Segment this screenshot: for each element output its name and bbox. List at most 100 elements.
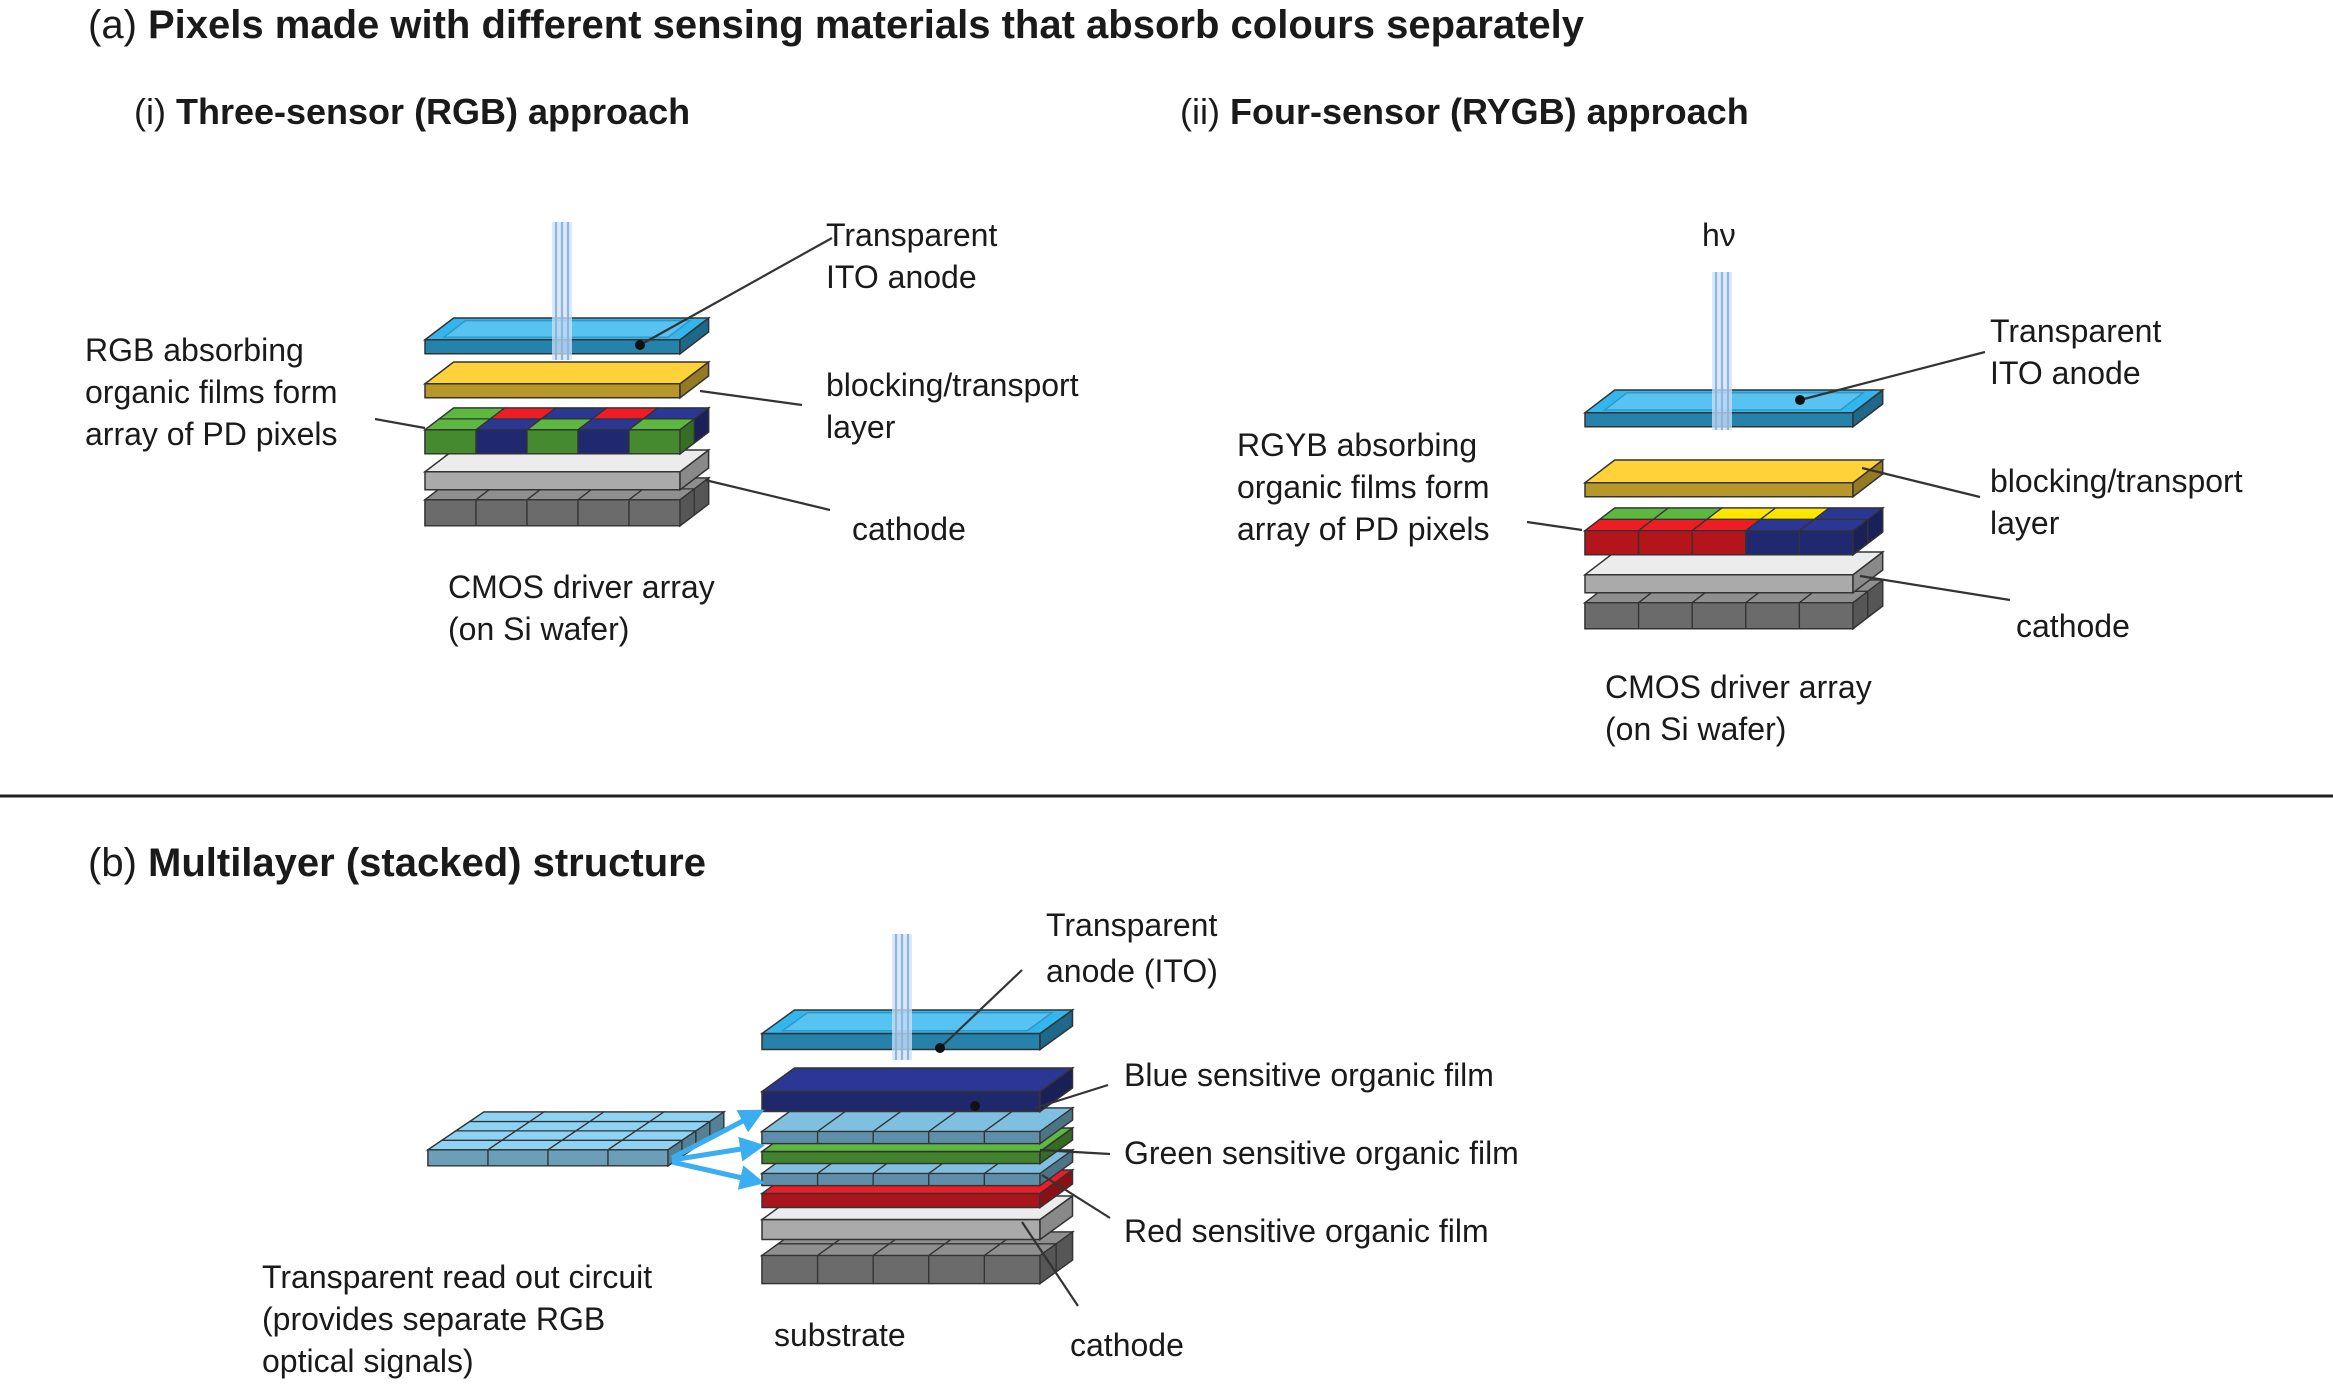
leader-lines: [374, 237, 2011, 1307]
rygb-blocking-leader: [1861, 466, 1981, 499]
lower-separator-layer-pixel-front: [872, 1172, 930, 1187]
rygb-approach-heading: (ii) Four-sensor (RYGB) approach: [1180, 91, 1749, 132]
substrate-layer-pixel-front: [761, 1254, 819, 1285]
substrate-layer-pixel-side: [1055, 1230, 1074, 1274]
rgb-cmos-layer-pixel-front: [628, 499, 681, 527]
substrate-layer-pixel-front: [816, 1254, 874, 1285]
multi-green-leader: [1039, 1148, 1111, 1156]
rgb-cmos-layer-pixel-front: [475, 499, 528, 527]
readout-arrow-red: [671, 1159, 765, 1190]
rygb-cathode-leader: [1859, 574, 2011, 602]
rygb-pixel-layer-pixel-front: [1798, 530, 1854, 556]
substrate-label: substrate: [774, 1317, 906, 1353]
readout-circuit-grid: [425, 1110, 727, 1168]
rgb-blocking-layer-top: [422, 361, 711, 385]
green-film-label: Green sensitive organic film: [1124, 1135, 1519, 1171]
rgb-pixel-layer-pixel-front: [424, 429, 477, 455]
blue-film-label: Blue sensitive organic film: [1124, 1057, 1494, 1093]
blue-film-layer: [759, 1066, 1075, 1113]
red-film-label: Red sensitive organic film: [1124, 1213, 1489, 1249]
multi-cathode-label: cathode: [1070, 1327, 1184, 1363]
rygb-cmos-layer-pixel-front: [1691, 602, 1747, 630]
blue-film-layer-top: [759, 1067, 1075, 1093]
upper-separator-layer-pixel-front: [983, 1130, 1041, 1145]
lower-separator-layer-pixel-front: [761, 1172, 819, 1187]
substrate-layer-pixel-front: [983, 1254, 1041, 1285]
multi-light-beam: [892, 934, 912, 1060]
upper-separator-layer: [759, 1106, 1075, 1145]
lower-separator-layer-pixel-side: [1039, 1148, 1074, 1187]
readout-grid-plate-pixel-front: [487, 1149, 549, 1167]
multi-cathode-layer-front: [761, 1218, 1041, 1241]
rgb-cmos-label: CMOS driver array (on Si wafer): [448, 569, 724, 647]
rgb-blocking-layer-front: [424, 383, 681, 399]
rygb-blocking-layer: [1582, 458, 1885, 499]
rygb-blocking-layer-top: [1582, 459, 1885, 484]
readout-arrow-green: [671, 1136, 765, 1163]
rygb-light-beam: [1712, 272, 1732, 430]
rygb-anode-layer-inset: [1602, 391, 1866, 411]
rygb-anode-label: Transparent ITO anode: [1990, 313, 2170, 391]
rygb-cathode-label: cathode: [2016, 608, 2130, 644]
lower-separator-layer-pixel-front: [983, 1172, 1041, 1187]
multi-anode-layer: [759, 1008, 1075, 1051]
substrate-layer-pixel-front: [872, 1254, 930, 1285]
rgb-cmos-layer-pixel-front: [577, 499, 630, 527]
rgb-pixel-layer-pixel-front: [526, 429, 579, 455]
rgb-anode-dot: [635, 340, 645, 350]
rgb-cathode-leader: [704, 478, 831, 512]
rgb-blocking-label: blocking/transport layer: [826, 367, 1087, 445]
rygb-cathode-layer-front: [1584, 573, 1854, 594]
rygb-pixel-layer-pixel-front: [1584, 530, 1640, 556]
green-film-layer-front: [761, 1150, 1041, 1165]
rygb-cmos-layer-pixel-front: [1745, 602, 1801, 630]
rygb-pixel-layer-pixel-side: [1867, 506, 1884, 545]
rygb-anode-layer: [1582, 388, 1885, 429]
rgb-cmos-layer-pixel-front: [424, 499, 477, 527]
multi-blue-dot: [970, 1101, 980, 1111]
rygb-light-label: hν: [1702, 217, 1736, 253]
upper-separator-layer-pixel-front: [928, 1130, 986, 1145]
readout-arrows: [670, 1109, 765, 1190]
multilayer-sensor-stack: [759, 934, 1075, 1285]
rygb-cmos-layer-pixel-side: [1867, 578, 1884, 619]
multi-anode-label: Transparent anode (ITO): [1046, 907, 1226, 989]
lower-separator-layer-pixel-front: [928, 1172, 986, 1187]
rygb-films-leader: [1526, 520, 1583, 532]
red-film-layer-front: [761, 1192, 1041, 1209]
substrate-layer-pixel-front: [928, 1254, 986, 1285]
rygb-pixel-layer-pixel-front: [1637, 530, 1693, 556]
readout-arrow-blue: [670, 1109, 765, 1161]
readout-grid-plate-pixel-front: [607, 1149, 669, 1167]
rygb-sensor-stack: [1582, 272, 1885, 631]
rygb-anode-dot: [1795, 395, 1805, 405]
rygb-cmos-layer-pixel-front: [1637, 602, 1693, 630]
readout-grid-plate-pixel-front: [547, 1149, 609, 1167]
rgb-light-beam: [552, 222, 572, 360]
rgb-cmos-layer-pixel-front: [526, 499, 579, 527]
rgb-films-label: RGB absorbing organic films form array o…: [85, 332, 346, 452]
upper-separator-layer-pixel-front: [816, 1130, 874, 1145]
rygb-cmos-layer-pixel-front: [1798, 602, 1854, 630]
rygb-pixel-layer-pixel-front: [1745, 530, 1801, 556]
multi-blue-leader: [1034, 1083, 1109, 1110]
rgb-cathode-layer-front: [424, 471, 681, 491]
multi-cathode-leader: [1021, 1221, 1079, 1307]
rgb-blocking-layer: [422, 360, 711, 400]
upper-separator-layer-pixel-front: [872, 1130, 930, 1145]
lower-separator-layer-pixel-front: [816, 1172, 874, 1187]
rgb-pixel-layer-pixel-front: [628, 429, 681, 455]
part-b-heading: (b) Multilayer (stacked) structure: [88, 841, 706, 885]
blue-film-layer-front: [761, 1090, 1041, 1113]
rgb-cathode-layer: [422, 448, 711, 492]
rgb-anode-leader: [639, 237, 833, 346]
rygb-blocking-layer-front: [1584, 481, 1854, 498]
readout-grid-plate: [425, 1110, 727, 1168]
rgb-sensor-stack: [422, 222, 711, 528]
readout-label: Transparent read out circuit (provides s…: [262, 1259, 661, 1379]
part-a-heading: (a) Pixels made with different sensing m…: [88, 3, 1585, 47]
rgb-cmos-layer-pixel-side: [693, 476, 710, 517]
readout-grid-plate-pixel-side: [709, 1110, 725, 1139]
rgb-blocking-leader: [699, 389, 803, 407]
